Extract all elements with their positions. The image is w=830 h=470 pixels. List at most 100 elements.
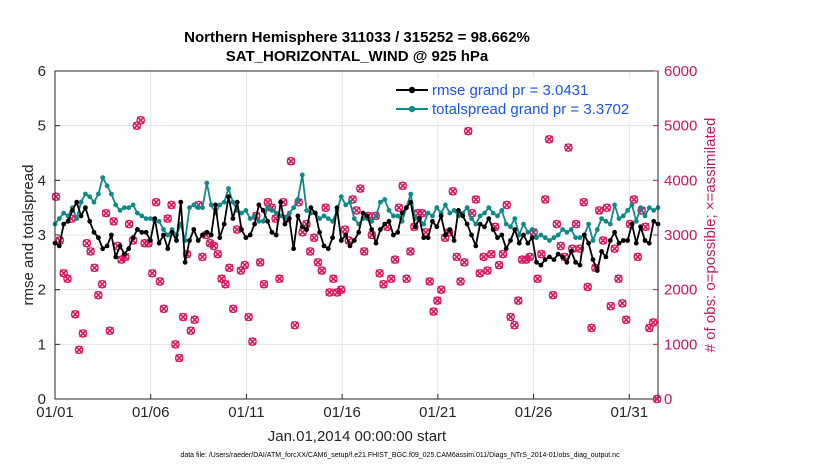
totalspread-point	[590, 238, 596, 243]
rmse-point	[148, 238, 153, 243]
obs-possible-marker	[228, 304, 238, 314]
y-tick-left-label: 2	[38, 282, 46, 299]
totalspread-point	[443, 202, 448, 208]
rmse-point	[603, 254, 609, 260]
rmse-point	[577, 262, 583, 268]
obs-possible-marker	[225, 263, 234, 273]
obs-markers	[51, 115, 662, 404]
rmse-point	[408, 199, 414, 205]
obs-possible-marker	[479, 252, 488, 262]
totalspread-point	[87, 194, 93, 200]
obs-possible-marker	[621, 315, 631, 325]
totalspread-point	[651, 208, 657, 213]
rmse-point	[230, 216, 236, 222]
rmse-point	[321, 243, 327, 249]
obs-possible-marker	[82, 238, 92, 248]
x-axis-label: Jan.01,2014 00:00:00 start	[268, 428, 447, 445]
totalspread-point	[91, 199, 97, 205]
obs-assimilated-marker	[167, 200, 176, 209]
obs-possible-marker	[525, 252, 535, 262]
totalspread-point	[260, 218, 266, 224]
rmse-point	[369, 227, 375, 232]
obs-possible-marker	[471, 195, 481, 204]
obs-possible-marker	[178, 312, 188, 322]
rmse-point	[503, 246, 509, 252]
y-tick-right-label: 2000	[664, 282, 697, 299]
totalspread-point	[217, 202, 223, 208]
obs-assimilated-marker	[356, 184, 365, 193]
rmse-point	[646, 240, 652, 246]
obs-possible-marker	[564, 143, 573, 152]
obs-assimilated-marker	[260, 280, 268, 289]
totalspread-point	[599, 216, 604, 222]
obs-possible-marker	[618, 299, 627, 308]
obs-assimilated-marker	[394, 203, 403, 212]
obs-possible-marker	[147, 268, 157, 278]
rmse-point	[117, 243, 123, 249]
totalspread-point	[126, 205, 132, 211]
totalspread-point	[542, 235, 548, 241]
rmse-point	[477, 221, 483, 227]
totalspread-point	[165, 232, 171, 238]
obs-assimilated-marker	[248, 337, 257, 346]
rmse-point	[499, 232, 505, 238]
totalspread-point	[638, 205, 643, 211]
obs-assimilated-marker	[317, 266, 326, 275]
rmse-point	[217, 235, 223, 241]
obs-assimilated-marker	[337, 285, 346, 294]
totalspread-point	[338, 194, 344, 200]
obs-possible-marker	[109, 217, 119, 226]
rmse-point	[96, 235, 101, 241]
rmse-point	[599, 249, 604, 254]
obs-assimilated-marker	[483, 266, 492, 275]
obs-assimilated-marker	[375, 269, 384, 278]
obs-possible-marker	[94, 290, 103, 300]
obs-possible-marker	[390, 255, 400, 264]
obs-assimilated-marker	[418, 209, 426, 218]
rmse-point	[200, 232, 205, 238]
rmse-point	[161, 232, 166, 238]
totalspread-point	[555, 232, 561, 238]
rmse-point	[113, 254, 119, 260]
obs-assimilated-marker	[329, 274, 338, 283]
rmse-point	[451, 238, 457, 243]
totalspread-point	[286, 210, 292, 216]
totalspread-point	[577, 235, 583, 241]
obs-assimilated-marker	[498, 250, 507, 259]
y-tick-left-label: 5	[38, 118, 46, 135]
totalspread-point	[83, 191, 88, 197]
totalspread-point	[594, 227, 600, 232]
totalspread-point	[373, 213, 379, 219]
obs-possible-marker	[452, 252, 461, 262]
rmse-point	[169, 229, 175, 235]
obs-possible-marker	[336, 285, 346, 294]
totalspread-point	[204, 180, 210, 186]
rmse-point	[187, 238, 192, 243]
y-tick-left-label: 1	[38, 336, 46, 353]
totalspread-point	[447, 210, 453, 216]
obs-possible-marker	[398, 181, 408, 191]
totalspread-point	[269, 208, 275, 213]
totalspread-point	[508, 224, 513, 230]
rmse-point	[508, 238, 513, 243]
obs-assimilated-marker	[525, 252, 534, 261]
y-tick-right-label: 1000	[664, 336, 697, 353]
obs-possible-marker	[494, 260, 504, 270]
rmse-point	[61, 221, 67, 227]
obs-possible-marker	[86, 247, 95, 256]
obs-assimilated-marker	[171, 340, 180, 349]
totalspread-point	[239, 210, 244, 216]
obs-possible-marker	[629, 195, 639, 204]
rmse-point	[378, 227, 383, 232]
obs-possible-marker	[286, 156, 296, 166]
rmse-point	[135, 227, 140, 232]
totalspread-point	[586, 221, 591, 227]
rmse-point	[417, 216, 422, 222]
obs-possible-marker	[648, 318, 658, 327]
totalspread-point	[482, 210, 487, 216]
totalspread-point	[625, 208, 630, 213]
y-tick-left-label: 0	[38, 391, 46, 408]
x-tick-label: 01/11	[228, 404, 264, 421]
rmse-point	[278, 199, 283, 205]
obs-possible-marker	[190, 315, 199, 325]
